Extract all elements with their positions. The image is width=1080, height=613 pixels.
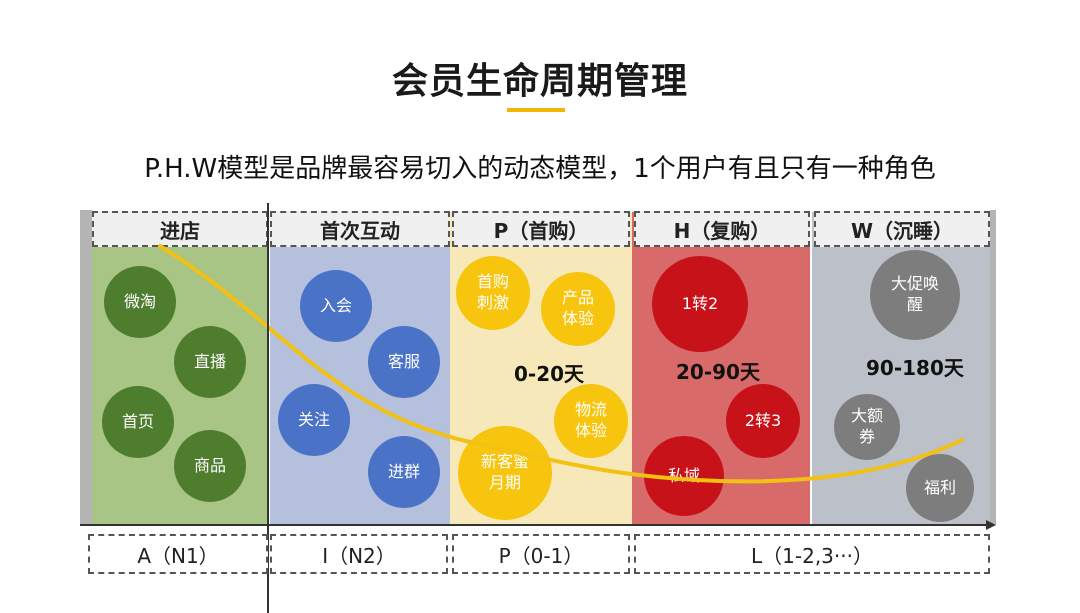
title-underline <box>507 108 565 112</box>
stage-header-first-interaction: 首次互动 <box>270 211 450 247</box>
bubble-wuliu: 物流 体验 <box>554 384 628 458</box>
lifecycle-curve <box>158 244 964 484</box>
bubble-shouye: 首页 <box>102 386 174 458</box>
stage-header-h: H（复购） <box>634 211 810 247</box>
subtitle: P.H.W模型是品牌最容易切入的动态模型，1个用户有且只有一种角色 <box>144 154 936 184</box>
bubble-weitao: 微淘 <box>104 266 176 338</box>
bottom-label-p: P（0-1） <box>452 534 630 574</box>
bottom-label-l: L（1-2,3···） <box>634 534 990 574</box>
left-edge-band <box>80 210 92 525</box>
bubble-shougou: 首购 刺激 <box>456 256 530 330</box>
bubble-dae: 大额券 <box>834 394 900 460</box>
bubble-1zhuan2: 1转2 <box>652 256 748 352</box>
page-title: 会员生命周期管理 <box>391 61 688 102</box>
bubble-jinqun: 进群 <box>368 436 440 508</box>
stage-header-w: W（沉睡） <box>814 211 990 247</box>
bottom-label-i: I（N2） <box>270 534 448 574</box>
bubble-guanzhu: 关注 <box>278 384 350 456</box>
right-edge-band <box>990 210 996 525</box>
stage-header-p: P（首购） <box>452 211 630 247</box>
bubble-chanpin: 产品 体验 <box>541 272 615 346</box>
range-w: 90-180天 <box>866 356 964 380</box>
bubble-ruhui: 入会 <box>300 270 372 342</box>
horizontal-axis-arrow <box>986 520 996 530</box>
range-p: 0-20天 <box>514 362 585 386</box>
range-h: 20-90天 <box>676 360 760 384</box>
bubble-dacu: 大促唤醒 <box>870 250 960 340</box>
stage-header-enter: 进店 <box>92 211 268 247</box>
bubble-shangpin: 商品 <box>174 430 246 502</box>
bottom-label-a: A（N1） <box>88 534 268 574</box>
bubble-kefu: 客服 <box>368 326 440 398</box>
bubble-fuli: 福利 <box>906 454 974 522</box>
bubble-zhibo: 直播 <box>174 326 246 398</box>
bubble-2zhuan3: 2转3 <box>726 384 800 458</box>
